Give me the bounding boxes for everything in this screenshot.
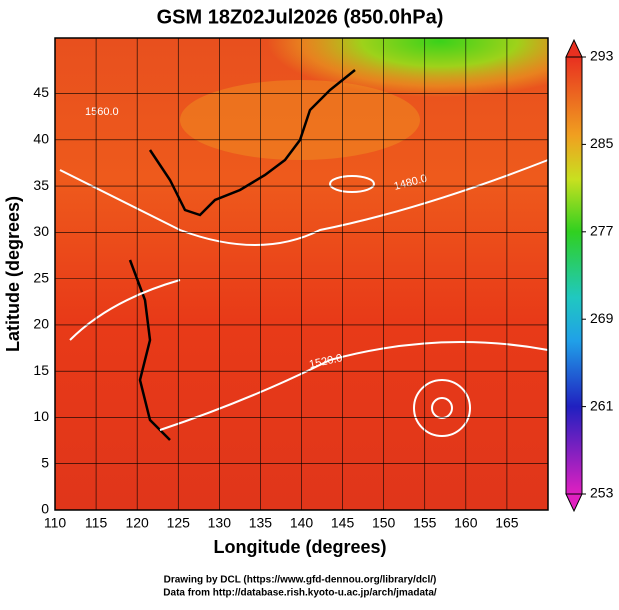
colorbar-top-extension: [565, 38, 583, 58]
x-tick-label: 160: [454, 515, 478, 531]
x-tick-label: 120: [125, 515, 149, 531]
x-tick-label: 135: [249, 515, 273, 531]
y-axis-label: Latitude (degrees): [3, 196, 23, 352]
x-tick-label: 155: [413, 515, 437, 531]
credit: Drawing by DCL (https://www.gfd-dennou.o…: [164, 575, 437, 586]
y-tick-label: 15: [33, 362, 49, 378]
x-tick-label: 145: [331, 515, 355, 531]
colorbar: [565, 56, 583, 495]
colorbar-bottom-extension: [565, 493, 583, 513]
x-tick-label: 140: [290, 515, 314, 531]
y-tick-label: 30: [33, 223, 49, 239]
contour: [431, 397, 453, 419]
y-tick-label: 5: [41, 454, 49, 470]
y-tick-label: 20: [33, 316, 49, 332]
contour: [59, 159, 549, 246]
x-axis-label: Longitude (degrees): [213, 537, 386, 557]
y-tick-label: 45: [33, 84, 49, 100]
x-tick-label: 125: [167, 515, 191, 531]
y-tick-label: 0: [41, 501, 49, 517]
colorbar-tick-label: 253: [590, 485, 614, 501]
x-tick-label: 150: [372, 515, 396, 531]
x-tick-label: 165: [495, 515, 519, 531]
plot-frame: [54, 37, 549, 511]
x-tick-label: 115: [85, 515, 108, 531]
x-tick-label: 130: [208, 515, 232, 531]
colorbar-tick-label: 269: [590, 310, 614, 326]
y-tick-label: 25: [33, 269, 49, 285]
contour: [329, 175, 375, 193]
colorbar-tick-label: 277: [590, 223, 614, 239]
warm-band: [180, 80, 420, 160]
colorbar-tick-label: 293: [590, 48, 614, 64]
colorbar-tick-label: 261: [590, 397, 614, 413]
credit: Data from http://database.rish.kyoto-u.a…: [163, 588, 437, 599]
y-tick-label: 10: [33, 408, 49, 424]
contour-label: 1560.0: [85, 106, 119, 118]
contour: [413, 379, 471, 437]
contour: [69, 279, 549, 431]
title: GSM 18Z02Jul2026 (850.0hPa): [157, 6, 444, 28]
y-tick-label: 35: [33, 177, 49, 193]
colorbar-tick-label: 285: [590, 135, 614, 151]
x-tick-label: 110: [44, 515, 67, 531]
y-tick-label: 40: [33, 131, 49, 147]
